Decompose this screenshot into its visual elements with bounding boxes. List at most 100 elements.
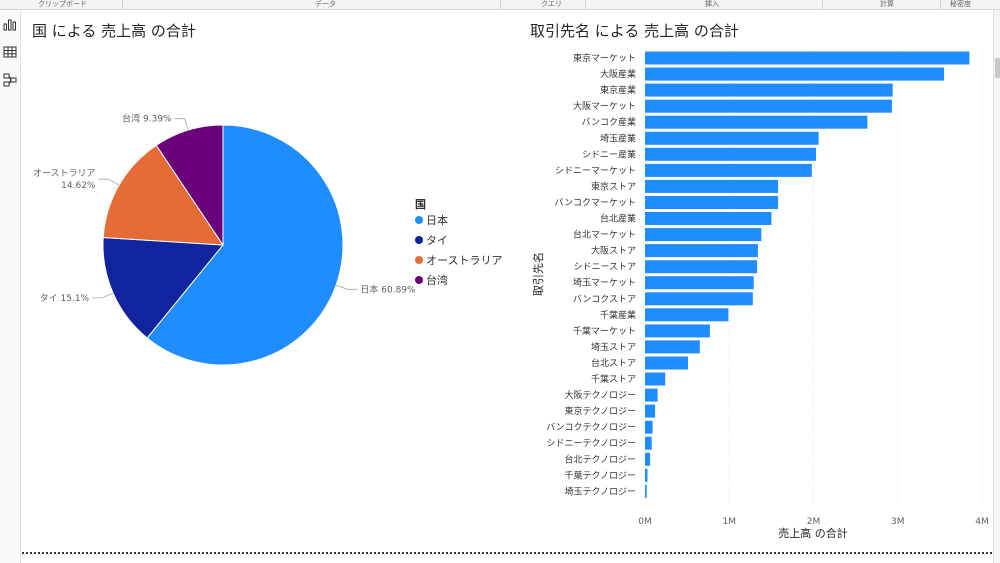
bar-3[interactable] [645, 99, 892, 113]
pie-slice-1[interactable] [102, 237, 225, 339]
y-category-label-16: 千葉産業 [600, 309, 636, 321]
pie-chart-visual[interactable]: 国 による 売上高 の合計 日本 60.89% タイ 15.1% オーストラリア 14… [32, 22, 502, 366]
pie-leader-line-1 [92, 292, 114, 299]
legend-marker-1 [415, 236, 423, 244]
y-category-label-25: 台北テクノロジー [565, 453, 636, 465]
legend-title: 国 [415, 198, 426, 211]
bar-11[interactable] [645, 228, 762, 242]
bar-chart-visual[interactable]: 取引先名 による 売上高 の合計 東京マーケット大阪産業東京産業大阪マーケットバ… [530, 22, 989, 540]
bar-15[interactable] [645, 292, 753, 306]
bar-19[interactable] [645, 356, 688, 370]
bar-13[interactable] [645, 260, 758, 274]
pie-chart-title: 国 による 売上高 の合計 [32, 22, 196, 40]
legend-item-3[interactable]: 台湾 [426, 273, 448, 287]
bar-27[interactable] [645, 484, 647, 498]
y-category-label-13: シドニーストア [573, 263, 636, 273]
bar-10[interactable] [645, 212, 772, 225]
model-view-icon[interactable] [2, 72, 18, 88]
ribbon-bar: クリップボード データ クエリ 挿入 計算 秘密度 [0, 0, 1000, 10]
data-view-icon[interactable] [2, 44, 18, 60]
bar-16[interactable] [645, 308, 729, 322]
y-category-label-23: バンコクテクノロジー [546, 422, 636, 433]
y-category-label-20: 千葉ストア [591, 373, 636, 385]
bar-25[interactable] [645, 452, 651, 466]
bar-18[interactable] [645, 340, 700, 354]
bar-4[interactable] [645, 115, 868, 129]
legend-item-1[interactable]: タイ [426, 234, 448, 247]
ribbon-group-query[interactable]: クエリ [541, 0, 562, 8]
pie-slice-0[interactable] [146, 124, 344, 366]
bar-21[interactable] [645, 388, 658, 402]
bar-23[interactable] [645, 420, 653, 434]
pie-slice-2[interactable] [102, 144, 224, 246]
x-axis-title: 売上高 の合計 [778, 526, 848, 540]
bar-17[interactable] [645, 324, 710, 338]
bar-6[interactable] [645, 147, 816, 161]
ribbon-group-data[interactable]: データ [315, 0, 336, 8]
page-bottom-border [22, 552, 992, 554]
bar-chart-title: 取引先名 による 売上高 の合計 [530, 22, 739, 40]
y-axis-title: 取引先名 [531, 252, 545, 296]
bar-1[interactable] [645, 67, 945, 81]
y-category-label-21: 大阪テクノロジー [565, 389, 636, 401]
scrollbar-thumb[interactable] [995, 58, 1000, 78]
view-switcher-sidebar [0, 10, 21, 563]
vertical-scrollbar[interactable] [993, 10, 1000, 563]
ribbon-group-insert[interactable]: 挿入 [705, 0, 719, 8]
legend-item-2[interactable]: オーストラリア [426, 254, 502, 267]
bar-8[interactable] [645, 179, 779, 193]
legend-marker-0 [415, 216, 423, 224]
x-tick-label-0: 0M [638, 517, 652, 527]
pie-leader-line-3 [174, 118, 189, 131]
ribbon-group-calculation[interactable]: 計算 [880, 0, 894, 8]
y-category-label-3: 大阪マーケット [573, 100, 636, 112]
y-category-label-11: 台北マーケット [573, 229, 636, 241]
y-category-label-7: シドニーマーケット [555, 165, 636, 176]
y-category-label-1: 大阪産業 [600, 68, 636, 80]
y-category-label-15: バンコクストア [573, 294, 636, 305]
y-category-label-18: 埼玉ストア [591, 341, 636, 353]
legend-marker-2 [415, 256, 423, 264]
legend-item-0[interactable]: 日本 [426, 213, 448, 227]
pie-data-label-3: 台湾 9.39% [122, 113, 172, 125]
bar-0[interactable] [645, 51, 970, 65]
pie-leader-line-2 [98, 178, 120, 186]
bar-22[interactable] [645, 404, 656, 418]
y-category-label-12: 大阪ストア [591, 245, 636, 257]
y-category-label-27: 埼玉テクノロジー [565, 485, 636, 497]
y-category-label-14: 埼玉マーケット [573, 277, 636, 289]
y-category-label-10: 台北産業 [600, 213, 636, 225]
ribbon-group-clipboard[interactable]: クリップボード [38, 0, 87, 8]
y-category-label-9: バンコクマーケット [555, 198, 636, 209]
x-tick-label-2: 2M [807, 517, 821, 527]
y-category-label-24: シドニーテクノロジー [547, 438, 636, 449]
y-category-label-22: 東京テクノロジー [565, 405, 636, 417]
bar-7[interactable] [645, 163, 812, 177]
y-category-label-26: 千葉テクノロジー [565, 469, 636, 481]
pie-leader-line-0 [335, 284, 358, 290]
bar-14[interactable] [645, 276, 754, 290]
y-category-label-0: 東京マーケット [573, 52, 636, 64]
bar-12[interactable] [645, 244, 758, 258]
bar-26[interactable] [645, 468, 648, 482]
bar-20[interactable] [645, 372, 666, 386]
bar-5[interactable] [645, 131, 819, 145]
bar-24[interactable] [645, 436, 652, 450]
pie-data-label-0: 日本 60.89% [360, 283, 416, 295]
legend-marker-3 [415, 276, 423, 284]
ribbon-group-sensitivity[interactable]: 秘密度 [950, 0, 971, 8]
y-category-label-4: バンコク産業 [582, 116, 636, 128]
y-category-label-2: 東京産業 [600, 84, 636, 96]
report-view-icon[interactable] [2, 16, 18, 32]
x-tick-label-3: 3M [891, 517, 905, 527]
pie-data-label-1: タイ 15.1% [40, 293, 90, 304]
y-category-label-5: 埼玉産業 [600, 132, 636, 144]
x-tick-label-1: 1M [723, 517, 737, 527]
bar-2[interactable] [645, 83, 893, 97]
y-category-label-8: 東京ストア [591, 180, 636, 192]
y-category-label-19: 台北ストア [591, 357, 636, 369]
pie-data-label-2: オーストラリア 14.62% [33, 168, 96, 191]
bar-9[interactable] [645, 196, 779, 209]
